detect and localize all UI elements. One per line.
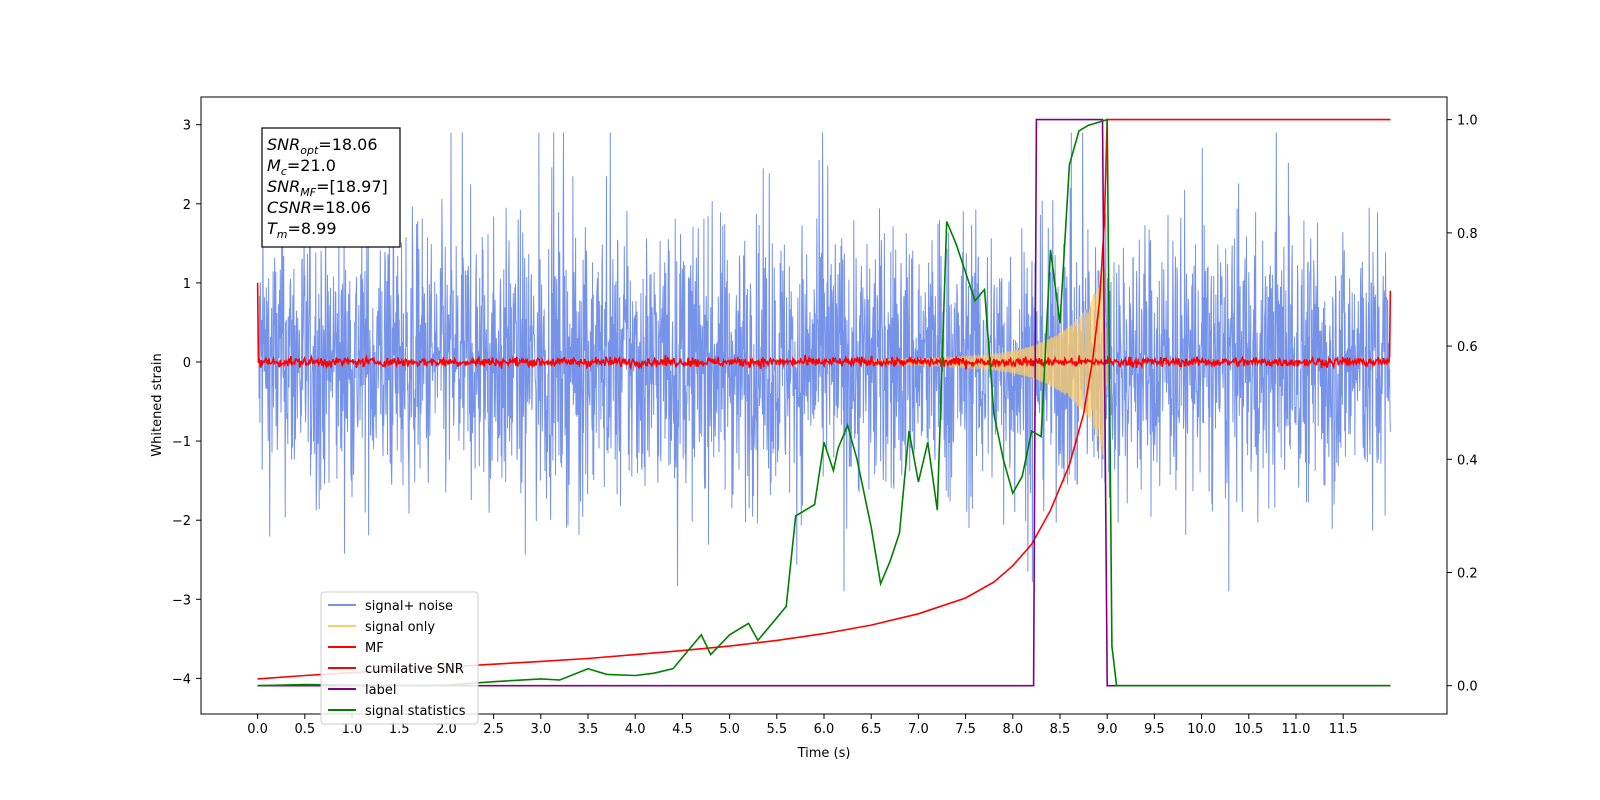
legend-label: signal only bbox=[365, 620, 435, 635]
x-tick-label: 8.0 bbox=[1002, 722, 1023, 737]
annotation-line: SNRopt=18.06 bbox=[267, 135, 378, 157]
x-tick-label: 1.5 bbox=[389, 722, 410, 737]
x-tick-label: 4.0 bbox=[625, 722, 646, 737]
y-tick-label: 2 bbox=[183, 198, 191, 213]
y-tick-label: −1 bbox=[172, 435, 191, 450]
y2-tick-label: 0.6 bbox=[1457, 340, 1478, 355]
legend-label: MF bbox=[365, 641, 384, 656]
y-tick-label: 3 bbox=[183, 119, 191, 134]
annotation-line: Mc=21.0 bbox=[267, 156, 336, 178]
y-tick-label: −2 bbox=[172, 514, 191, 529]
x-tick-label: 10.5 bbox=[1234, 722, 1263, 737]
x-tick-label: 6.5 bbox=[861, 722, 882, 737]
x-tick-label: 2.5 bbox=[483, 722, 504, 737]
x-tick-label: 9.0 bbox=[1097, 722, 1118, 737]
x-tick-label: 5.0 bbox=[719, 722, 740, 737]
x-tick-label: 7.5 bbox=[955, 722, 976, 737]
y-tick-label: 0 bbox=[183, 356, 191, 371]
axis-layer: 0.0 0.5 1.0 1.5 2.0 2.5 3.0 3.5 4.0 4.5 5.0 5.5 6.0 6… bbox=[172, 114, 1478, 737]
x-tick-label: 5.5 bbox=[766, 722, 787, 737]
series-signal-statistics-line bbox=[257, 118, 1391, 687]
y2-tick-label: 1.0 bbox=[1457, 114, 1478, 129]
legend-label: label bbox=[365, 683, 396, 698]
y-axis-label: Whitened strain bbox=[150, 353, 165, 456]
y2-tick-label: 0.8 bbox=[1457, 227, 1478, 242]
legend-label: signal+ noise bbox=[365, 599, 453, 614]
x-tick-label: 11.5 bbox=[1329, 722, 1358, 737]
y2-tick-label: 0.4 bbox=[1457, 453, 1478, 468]
annotation-line: CSNR=18.06 bbox=[267, 198, 371, 217]
legend-frame bbox=[320, 591, 479, 725]
annotation-box: SNRopt=18.06Mc=21.0SNRMF=[18.97]CSNR=18.… bbox=[261, 127, 401, 248]
x-tick-label: 11.0 bbox=[1281, 722, 1310, 737]
x-tick-label: 0.0 bbox=[247, 722, 268, 737]
y-tick-label: −3 bbox=[172, 593, 191, 608]
y-tick-label: 1 bbox=[183, 277, 191, 292]
series-signal-noise-line bbox=[257, 132, 1391, 592]
x-tick-label: 1.0 bbox=[342, 722, 363, 737]
x-tick-label: 4.5 bbox=[672, 722, 693, 737]
legend: signal+ noise signal only MF cumilative SNR… bbox=[320, 591, 479, 725]
series-signal-only-line bbox=[870, 265, 1108, 455]
x-tick-label: 8.5 bbox=[1050, 722, 1071, 737]
annotation-line: Tm=8.99 bbox=[267, 219, 337, 241]
y-tick-label: −4 bbox=[172, 672, 191, 687]
legend-label: cumilative SNR bbox=[365, 662, 464, 677]
x-tick-label: 3.0 bbox=[530, 722, 551, 737]
x-tick-label: 6.0 bbox=[814, 722, 835, 737]
legend-label: signal statistics bbox=[365, 704, 466, 719]
x-tick-label: 3.5 bbox=[578, 722, 599, 737]
x-tick-label: 10.0 bbox=[1187, 722, 1216, 737]
y2-tick-label: 0.2 bbox=[1457, 566, 1478, 581]
annotation-frame bbox=[261, 127, 401, 248]
y2-tick-label: 0.0 bbox=[1457, 680, 1478, 695]
x-tick-label: 9.5 bbox=[1144, 722, 1165, 737]
x-tick-label: 2.0 bbox=[436, 722, 457, 737]
annotation-line: SNRMF=[18.97] bbox=[267, 177, 388, 199]
series-mf-line bbox=[256, 282, 1392, 371]
x-tick-label: 0.5 bbox=[294, 722, 315, 737]
x-axis-label: Time (s) bbox=[797, 746, 851, 761]
x-tick-label: 7.0 bbox=[908, 722, 929, 737]
